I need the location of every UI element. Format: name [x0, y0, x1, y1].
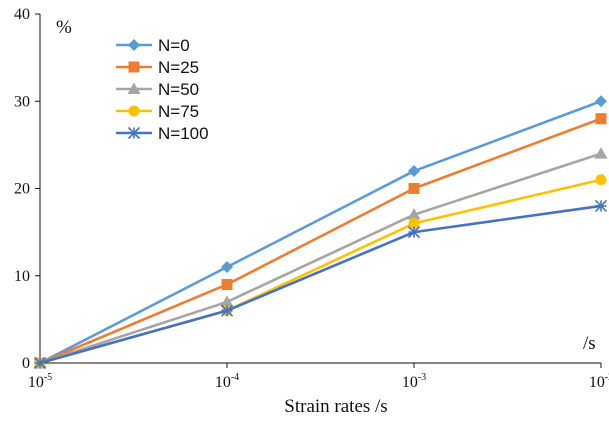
data-point: [220, 295, 234, 307]
data-point: [221, 261, 233, 274]
x-tick-exponent: -5: [44, 372, 52, 383]
legend-marker: [127, 82, 141, 94]
legend-label: N=25: [158, 58, 199, 77]
legend-label: N=100: [158, 124, 209, 143]
x-tick-exponent: -2: [605, 372, 609, 383]
series-line-N=25: [39, 117, 602, 365]
x-unit-label: /s: [583, 333, 596, 354]
data-point-shape: [408, 165, 420, 178]
data-point: [408, 217, 420, 229]
x-tick-label: 10-5: [28, 372, 52, 391]
data-point-shape: [595, 174, 607, 186]
x-tick-base: 10: [215, 374, 231, 391]
series-line-N=100: [39, 204, 602, 365]
data-point: [594, 199, 608, 213]
legend-marker: [128, 61, 140, 73]
y-ticks: 0 10 20 30 40: [14, 6, 40, 372]
legend-marker-shape: [128, 39, 140, 51]
data-point: [221, 278, 233, 290]
y-tick-label: 0: [22, 355, 30, 372]
data-point: [408, 183, 420, 194]
data-point: [595, 113, 607, 125]
x-tick-exponent: -3: [418, 372, 426, 383]
data-point-shape: [408, 217, 420, 229]
data-point-shape: [408, 183, 420, 194]
data-point: [407, 208, 421, 220]
y-tick-label: 40: [14, 6, 30, 23]
data-point: [408, 165, 420, 178]
data-point-shape: [220, 295, 234, 307]
x-tick-label: 10-3: [402, 372, 426, 391]
data-point: [595, 95, 607, 108]
data-point-shape: [595, 95, 607, 108]
y-axis-title: %: [56, 17, 72, 38]
x-tick-label: 10-2: [589, 372, 609, 391]
x-tick-base: 10: [402, 374, 418, 391]
data-point-shape: [221, 261, 233, 274]
data-point: [220, 304, 234, 317]
legend-marker-shape: [127, 82, 141, 94]
legend: N=0 N=25 N=50 N=75 N=100: [116, 36, 209, 143]
data-point: [594, 147, 608, 159]
y-tick-label: 20: [14, 181, 30, 198]
data-point-shape: [594, 147, 608, 159]
legend-label: N=50: [158, 80, 199, 99]
x-tick-base: 10: [589, 374, 605, 391]
data-point: [407, 226, 421, 239]
x-ticks: 10-510-410-310-2: [28, 363, 609, 391]
x-tick-exponent: -4: [231, 372, 239, 383]
legend-marker-shape: [128, 61, 140, 73]
legend-marker: [127, 126, 141, 140]
x-tick-label: 10-4: [215, 372, 239, 391]
data-point: [33, 356, 47, 370]
series-line-N=0: [39, 100, 602, 365]
y-tick-label: 30: [14, 93, 30, 110]
y-tick-label: 10: [14, 268, 30, 285]
legend-label: N=0: [158, 36, 190, 55]
series-line-N=50: [39, 152, 602, 365]
data-point-shape: [221, 278, 233, 290]
legend-marker-shape: [128, 105, 140, 117]
legend-marker: [128, 39, 140, 51]
legend-marker: [128, 105, 140, 117]
x-tick-base: 10: [28, 374, 44, 391]
legend-label: N=75: [158, 102, 199, 121]
data-point: [595, 174, 607, 186]
data-point-shape: [595, 113, 607, 125]
series-group: [33, 95, 608, 370]
data-point-shape: [407, 208, 421, 220]
x-axis-title: Strain rates /s: [284, 396, 387, 417]
